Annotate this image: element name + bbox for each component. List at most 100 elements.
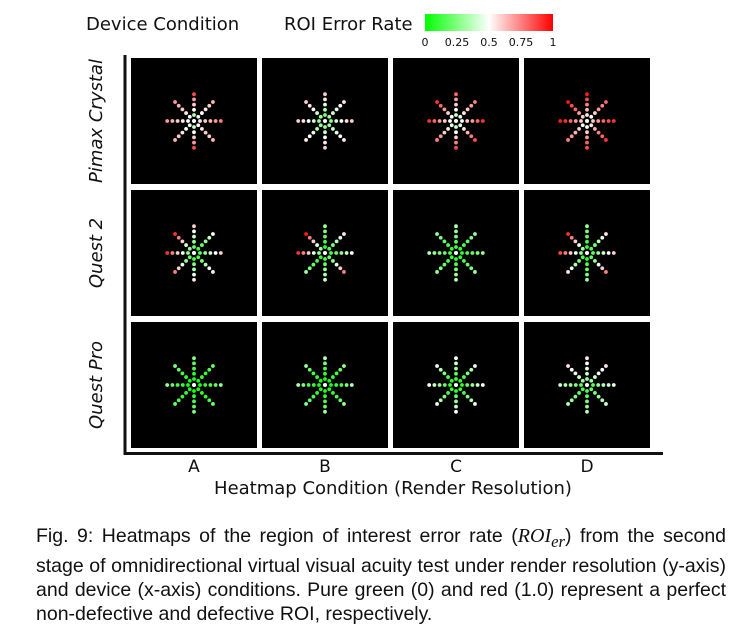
roi-dot [435,232,439,236]
roi-center-dot [192,119,196,123]
roi-dot [465,262,470,267]
x-tick-label: C [450,457,462,477]
roi-dot [589,255,594,260]
roi-dot [591,119,595,123]
roi-dot [566,232,570,236]
roi-dot [593,111,597,115]
roi-dot [349,251,354,255]
roi-dot [473,270,477,274]
roi-dot [338,134,343,139]
roi-dot [585,356,589,361]
roi-dot [604,100,608,104]
roi-dot [585,361,589,366]
colorbar-tick-label: 0 [422,36,429,49]
roi-dot [454,107,458,112]
roi-dot [192,267,196,272]
roi-dot [454,125,458,129]
roi-dot [180,371,185,376]
roi-dot [334,107,339,112]
roi-dot [306,383,311,387]
roi-dot [196,378,201,383]
roi-dot [180,107,185,112]
roi-dot [568,251,573,255]
roi-dot [186,383,190,387]
roi-dot [218,383,223,387]
roi-dot [601,383,606,387]
roi-dot [569,398,574,403]
roi-dot [207,235,212,240]
roi-dot [585,229,589,234]
roi-dot [200,259,204,263]
roi-dot [585,140,589,145]
roi-dot [596,262,601,267]
roi-dot [432,383,437,387]
roi-dot [458,114,463,119]
roi-dot [449,123,454,128]
roi-dot [318,255,323,260]
roi-dot [558,119,563,123]
roi-dot [213,251,218,255]
roi-dot [192,224,196,229]
roi-dot [611,251,616,255]
roi-dot [186,251,190,255]
roi-dot [437,119,442,123]
roi-dot [585,113,589,117]
roi-dot [580,387,585,392]
roi-dot [435,270,439,274]
roi-dot [338,398,343,403]
roi-dot [311,239,316,244]
roi-dot [192,102,196,107]
roi-dot [448,119,452,123]
roi-dot [611,383,616,387]
roi-dot [331,127,335,131]
roi-center-dot [323,251,327,255]
roi-dot [187,255,192,260]
roi-dot [192,239,196,244]
roi-dot [208,251,213,255]
roi-dot [327,255,332,260]
roi-dot [585,377,589,381]
roi-dot [315,111,319,115]
roi-dot [339,383,344,387]
roi-dot [438,266,443,271]
roi-dot [573,262,578,267]
roi-dot [184,127,188,131]
roi-dot [606,251,611,255]
roi-dot [606,383,611,387]
roi-dot [442,394,447,399]
roi-dot [480,383,485,387]
roi-dot [323,140,327,145]
roi-dot [470,119,475,123]
roi-dot [327,123,332,128]
roi-center-dot [585,251,589,255]
roi-dot [173,100,177,104]
roi-dot [454,389,458,393]
roi-dot [184,259,188,263]
roi-dot [165,383,170,387]
roi-dot [304,100,308,104]
roi-dot [454,409,458,414]
roi-dot [454,140,458,145]
roi-dot [196,255,201,260]
roi-dot [207,398,212,403]
roi-dot [334,262,339,267]
roi-dot [454,102,458,107]
roi-dot [192,145,196,150]
roi-dot [469,367,474,372]
roi-dot [334,239,339,244]
roi-dot [196,114,201,119]
roi-dot [577,243,581,247]
roi-dot [213,119,218,123]
roi-dot [573,107,578,112]
roi-dot [180,251,185,255]
roi-dot [593,243,597,247]
roi-dot [184,243,188,247]
roi-dot [311,251,316,255]
roi-dot [566,364,570,368]
roi-dot [342,138,346,142]
roi-dot [304,402,308,406]
roi-dot [566,270,570,274]
roi-dot [446,111,450,115]
roi-dot [454,92,458,97]
roi-dot [192,257,196,261]
